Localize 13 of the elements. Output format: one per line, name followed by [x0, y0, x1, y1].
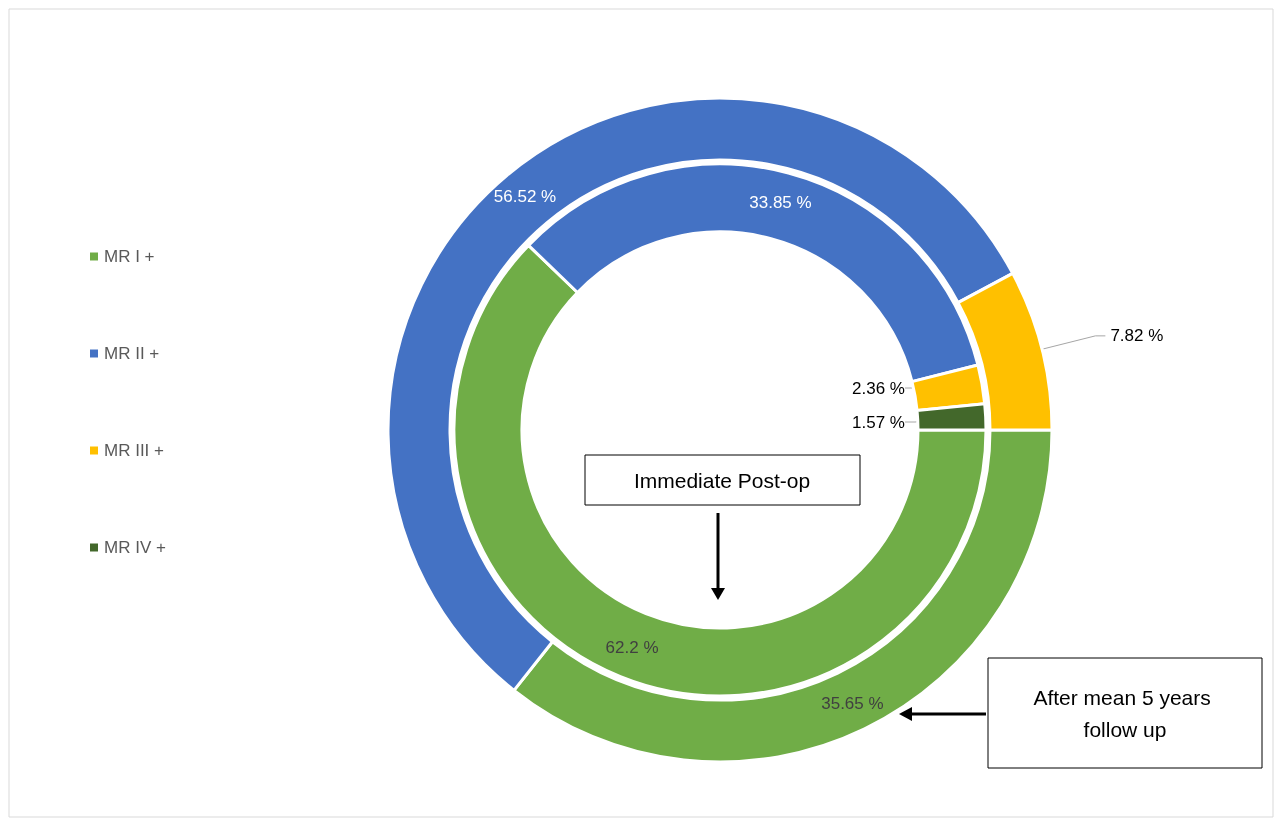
data-label: 1.57 %	[852, 412, 905, 432]
data-label: 33.85 %	[749, 193, 812, 213]
data-label: 56.52 %	[493, 187, 557, 207]
data-label: 7.82 %	[1110, 326, 1164, 346]
slice-label: After mean 5 years follow up	[1033, 685, 1217, 741]
legend-label: MR III +	[104, 441, 165, 460]
slice-label: Immediate Post-op	[633, 468, 811, 492]
legend-label: MR II +	[104, 344, 160, 363]
data-label: 2.36 %	[852, 378, 905, 398]
legend-label: MR IV +	[104, 538, 166, 557]
data-label: 35.65 %	[821, 694, 884, 714]
legend-label: MR I +	[104, 247, 155, 266]
data-label: 62.2 %	[605, 638, 659, 658]
